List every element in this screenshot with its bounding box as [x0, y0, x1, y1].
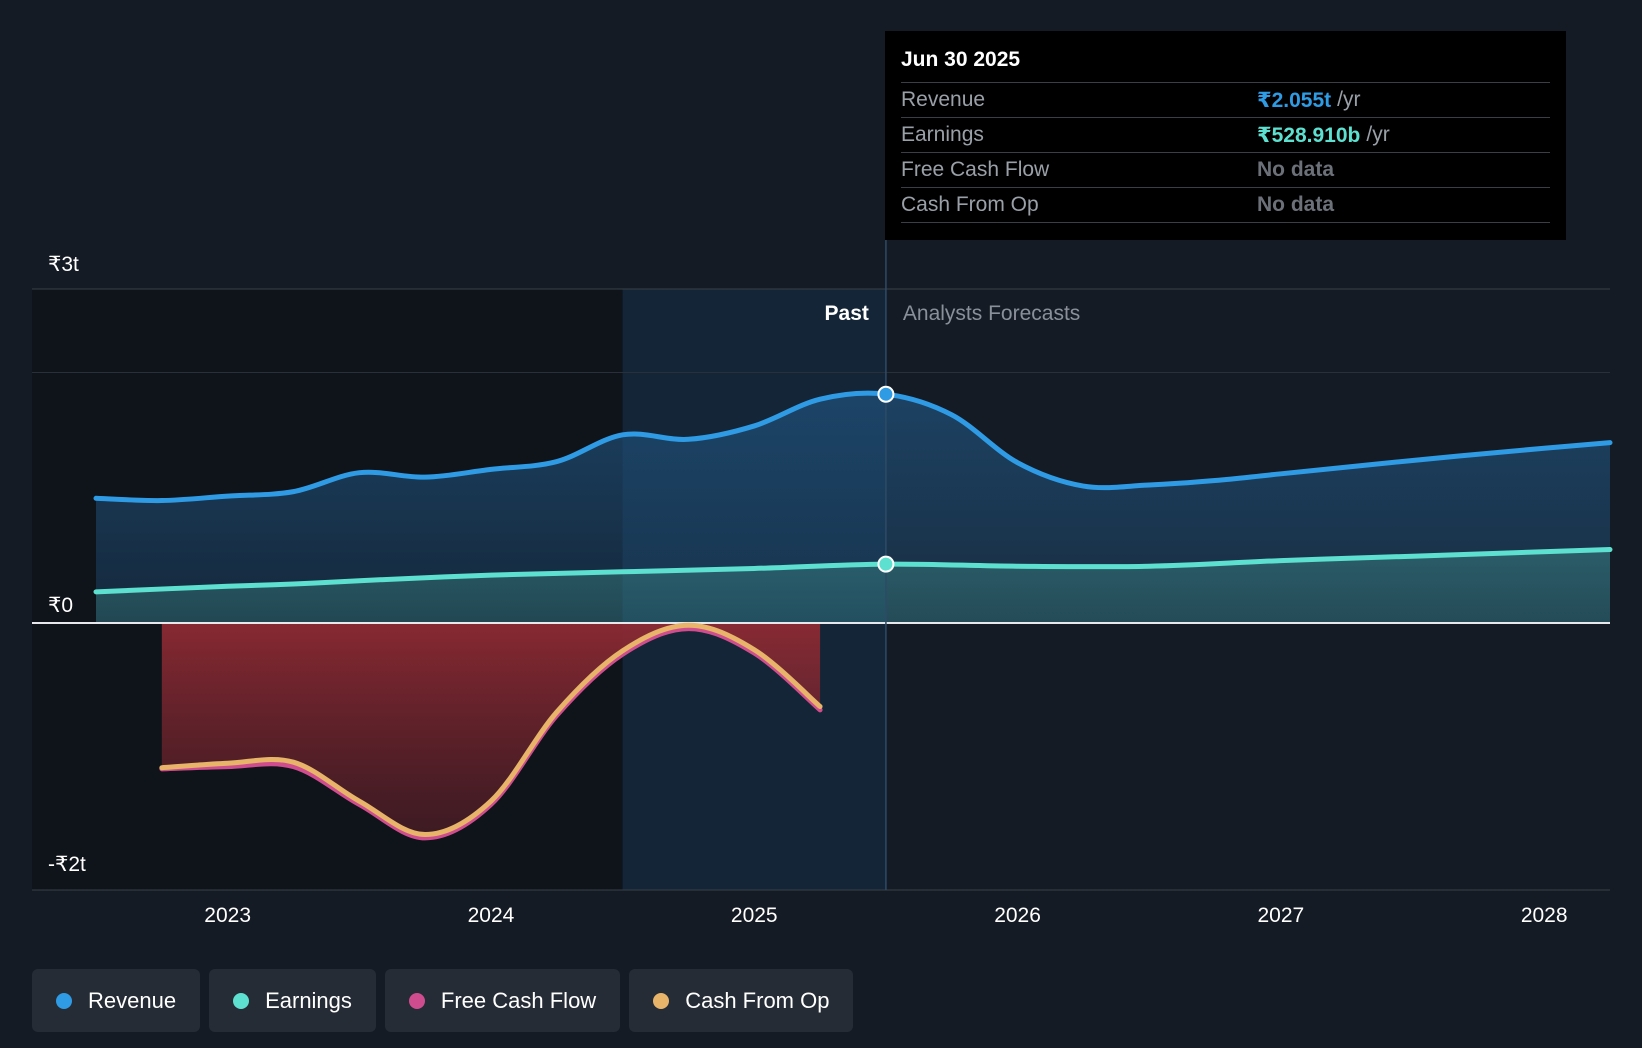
legend-label: Revenue — [88, 987, 177, 1013]
x-tick-label: 2026 — [994, 904, 1041, 927]
legend: Revenue Earnings Free Cash Flow Cash Fro… — [32, 969, 854, 1032]
tooltip-value: ₹528.910b — [1257, 123, 1361, 147]
x-tick-label: 2025 — [731, 904, 778, 927]
tooltip-date: Jun 30 2025 — [901, 48, 1021, 71]
earnings-area — [96, 549, 1610, 623]
revenue-marker — [877, 385, 895, 403]
legend-item-earnings[interactable]: Earnings — [209, 969, 376, 1032]
y-tick-label: ₹0 — [48, 594, 73, 617]
earnings-line — [93, 547, 1613, 595]
legend-dot-icon — [653, 992, 670, 1009]
x-tick-label: 2023 — [204, 904, 251, 927]
tooltip-label: Earnings — [901, 123, 984, 146]
tooltip-label: Revenue — [901, 88, 986, 111]
legend-item-cash-from-op[interactable]: Cash From Op — [629, 969, 854, 1032]
legend-label: Cash From Op — [685, 987, 830, 1013]
past-label: Past — [825, 302, 869, 325]
legend-dot-icon — [233, 992, 250, 1009]
tooltip-row-free-cash-flow: Free Cash Flow No data — [901, 152, 1550, 187]
tooltip-label: Free Cash Flow — [901, 158, 1050, 181]
x-tick-label: 2024 — [468, 904, 515, 927]
x-tick-label: 2027 — [1258, 904, 1305, 927]
tooltip-row-earnings: Earnings ₹528.910b /yr — [901, 117, 1550, 152]
legend-item-free-cash-flow[interactable]: Free Cash Flow — [384, 969, 621, 1032]
tooltip-row-cash-from-op: Cash From Op No data — [901, 187, 1550, 223]
y-tick-label: ₹3t — [48, 253, 79, 276]
legend-label: Free Cash Flow — [440, 987, 597, 1013]
tooltip-unit: /yr — [1366, 123, 1390, 146]
tooltip-value: No data — [1257, 193, 1335, 216]
tooltip-value: No data — [1257, 158, 1335, 181]
legend-item-revenue[interactable]: Revenue — [32, 969, 201, 1032]
tooltip-value: ₹2.055t — [1257, 88, 1332, 112]
revenue-line — [93, 390, 1613, 504]
earnings-marker — [877, 555, 895, 573]
forecast-label: Analysts Forecasts — [903, 302, 1080, 325]
tooltip-unit: /yr — [1337, 88, 1361, 111]
tooltip: Jun 30 2025 Revenue ₹2.055t /yr Earnings… — [885, 31, 1566, 240]
tooltip-row-revenue: Revenue ₹2.055t /yr — [901, 82, 1550, 117]
tooltip-label: Cash From Op — [901, 193, 1039, 216]
x-tick-label: 2028 — [1521, 904, 1568, 927]
legend-dot-icon — [56, 992, 72, 1009]
free-cash-flow-area — [161, 623, 821, 838]
legend-dot-icon — [408, 992, 425, 1009]
cash-from-op-line — [159, 622, 823, 838]
legend-label: Earnings — [265, 987, 352, 1013]
y-tick-label: -₹2t — [48, 853, 86, 876]
